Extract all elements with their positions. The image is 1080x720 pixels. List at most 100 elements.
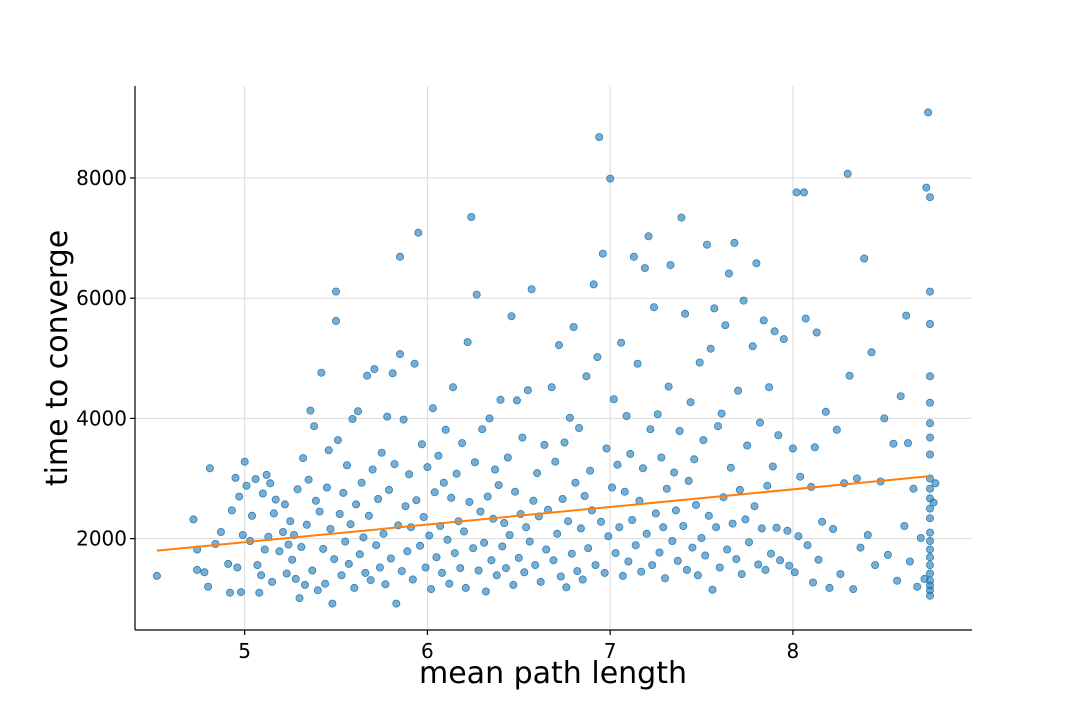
data-point bbox=[304, 475, 313, 484]
data-point bbox=[319, 544, 328, 553]
data-point bbox=[836, 570, 845, 579]
data-point bbox=[801, 314, 810, 323]
data-point bbox=[739, 296, 748, 305]
data-point bbox=[227, 506, 236, 515]
data-point bbox=[737, 570, 746, 579]
data-point bbox=[926, 484, 935, 493]
data-point bbox=[796, 472, 805, 481]
data-point bbox=[348, 414, 357, 423]
data-point bbox=[704, 511, 713, 520]
data-point bbox=[609, 395, 618, 404]
data-point bbox=[770, 327, 779, 336]
data-point bbox=[582, 372, 591, 381]
data-point bbox=[331, 316, 340, 325]
data-point bbox=[456, 564, 465, 573]
data-point bbox=[726, 463, 735, 472]
data-point bbox=[576, 524, 585, 533]
data-point bbox=[639, 464, 648, 473]
data-point bbox=[236, 588, 245, 597]
data-point bbox=[379, 529, 388, 538]
data-point bbox=[551, 457, 560, 466]
data-point bbox=[284, 540, 293, 549]
data-point bbox=[472, 290, 481, 299]
data-point bbox=[421, 563, 430, 572]
data-point bbox=[414, 228, 423, 237]
data-point bbox=[664, 382, 673, 391]
data-point bbox=[926, 514, 935, 523]
data-point bbox=[355, 550, 364, 559]
data-point bbox=[255, 588, 264, 597]
data-point bbox=[724, 269, 733, 278]
data-point bbox=[498, 542, 507, 551]
data-point bbox=[606, 174, 615, 183]
data-point bbox=[364, 511, 373, 520]
data-point bbox=[926, 545, 935, 554]
data-point bbox=[741, 515, 750, 524]
data-point bbox=[302, 520, 311, 529]
data-point bbox=[485, 414, 494, 423]
data-point bbox=[926, 537, 935, 546]
data-point bbox=[785, 561, 794, 570]
data-point bbox=[390, 460, 399, 469]
data-point bbox=[399, 415, 408, 424]
data-point bbox=[653, 410, 662, 419]
data-point bbox=[904, 439, 913, 448]
data-point bbox=[268, 577, 277, 586]
data-point bbox=[788, 444, 797, 453]
data-point bbox=[467, 212, 476, 221]
data-point bbox=[271, 495, 280, 504]
data-point bbox=[679, 522, 688, 531]
data-point bbox=[893, 576, 902, 585]
data-point bbox=[659, 523, 668, 532]
data-point bbox=[275, 547, 284, 556]
data-point bbox=[677, 213, 686, 222]
data-point bbox=[452, 469, 461, 478]
data-point bbox=[450, 549, 459, 558]
x-tick-label: 7 bbox=[604, 639, 617, 663]
data-point bbox=[682, 565, 691, 574]
data-point bbox=[569, 322, 578, 331]
data-point bbox=[523, 386, 532, 395]
data-point bbox=[555, 341, 564, 350]
data-point bbox=[902, 311, 911, 320]
data-point bbox=[584, 544, 593, 553]
data-point bbox=[288, 555, 297, 564]
data-point bbox=[595, 133, 604, 142]
data-point bbox=[295, 594, 304, 603]
data-point bbox=[591, 561, 600, 570]
data-point bbox=[905, 557, 914, 566]
data-point bbox=[926, 591, 935, 600]
data-point bbox=[225, 588, 234, 597]
data-point bbox=[531, 561, 540, 570]
data-point bbox=[611, 549, 620, 558]
data-point bbox=[629, 252, 638, 261]
data-point bbox=[604, 532, 613, 541]
data-point bbox=[756, 418, 765, 427]
data-point bbox=[240, 457, 249, 466]
data-point bbox=[748, 342, 757, 351]
data-point bbox=[388, 369, 397, 378]
data-point bbox=[260, 545, 269, 554]
data-point bbox=[490, 465, 499, 474]
data-point bbox=[253, 561, 262, 570]
data-point bbox=[205, 464, 214, 473]
data-point bbox=[321, 579, 330, 588]
data-point bbox=[637, 567, 646, 576]
data-point bbox=[926, 433, 935, 442]
data-point bbox=[814, 555, 823, 564]
tick-labels: 5 6 7 8 2000 4000 6000 8000 bbox=[76, 166, 799, 663]
y-tick-label: 4000 bbox=[76, 406, 127, 430]
data-point bbox=[204, 582, 213, 591]
data-point bbox=[189, 515, 198, 524]
data-point bbox=[297, 543, 306, 552]
data-point bbox=[931, 479, 940, 488]
data-point bbox=[593, 353, 602, 362]
data-point bbox=[459, 527, 468, 536]
data-point bbox=[269, 509, 278, 518]
data-point bbox=[547, 383, 556, 392]
data-point bbox=[671, 506, 680, 515]
data-point bbox=[408, 575, 417, 584]
data-point bbox=[341, 537, 350, 546]
data-point bbox=[262, 470, 271, 479]
data-point bbox=[810, 443, 819, 452]
